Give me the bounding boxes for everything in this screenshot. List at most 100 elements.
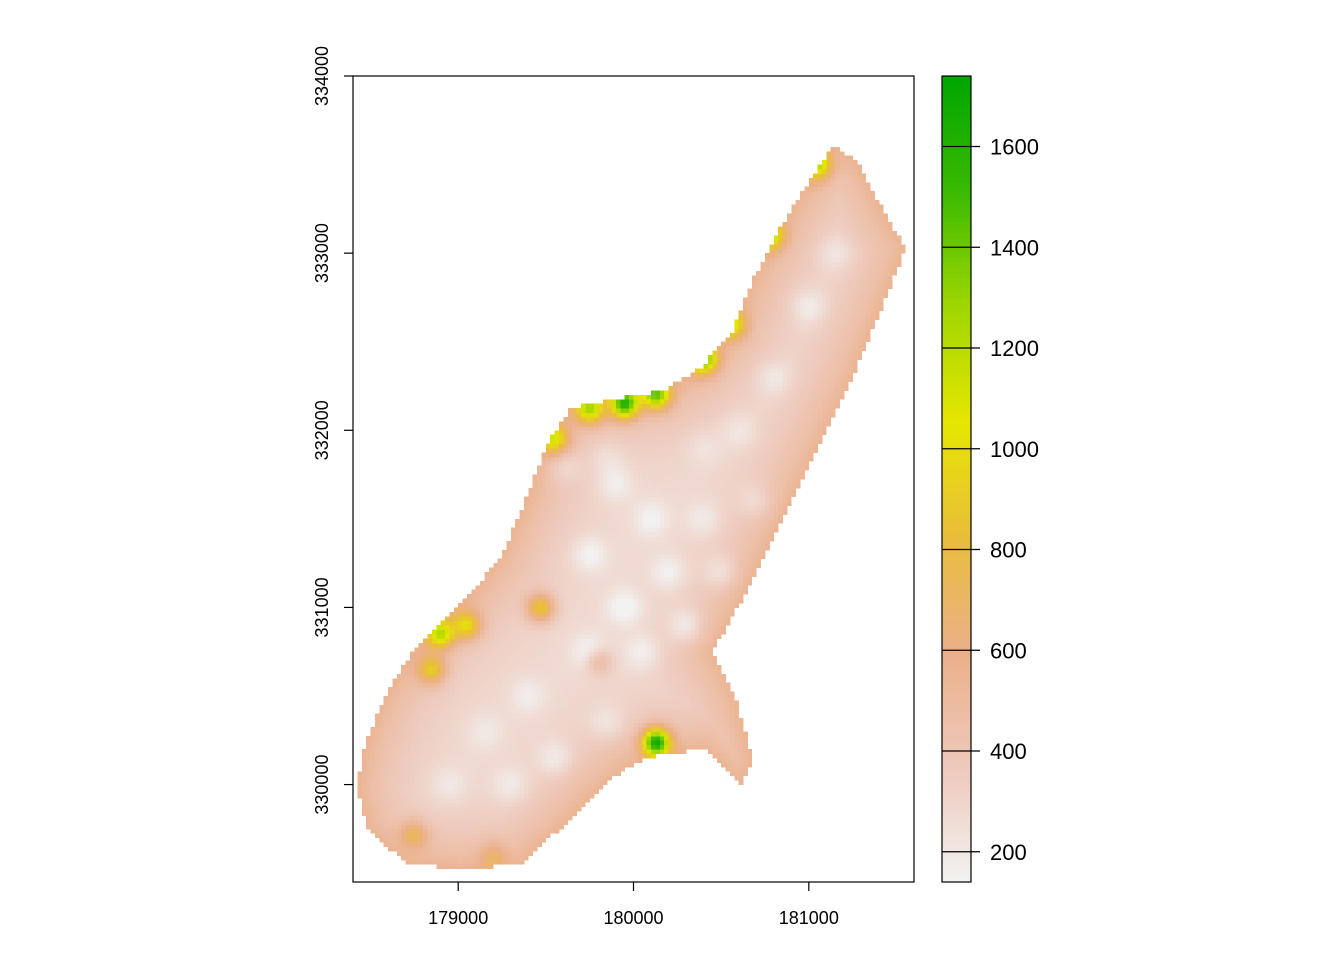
raster-cell	[466, 696, 472, 701]
raster-cell	[541, 523, 547, 529]
raster-cell	[576, 430, 582, 436]
raster-cell	[633, 691, 639, 697]
raster-cell	[624, 585, 630, 591]
raster-cell	[572, 430, 577, 436]
raster-cell	[633, 487, 639, 493]
raster-cell	[629, 452, 634, 458]
raster-cell	[668, 585, 674, 591]
raster-cell	[589, 580, 595, 586]
raster-cell	[624, 700, 630, 706]
raster-cell	[655, 549, 661, 555]
raster-cell	[664, 634, 669, 639]
raster-cell	[528, 492, 534, 498]
raster-cell	[558, 616, 564, 622]
raster-cell	[651, 408, 656, 413]
raster-cell	[523, 842, 529, 847]
raster-cell	[445, 780, 450, 785]
raster-cell	[396, 700, 402, 706]
raster-cell	[440, 682, 446, 688]
raster-cell	[528, 669, 534, 675]
raster-cell	[620, 682, 626, 688]
raster-cell	[423, 700, 428, 706]
raster-cell	[388, 824, 393, 830]
raster-cell	[576, 802, 582, 808]
raster-cell	[506, 589, 512, 595]
raster-cell	[510, 673, 516, 679]
raster-cell	[537, 842, 542, 847]
raster-cell	[615, 501, 621, 506]
raster-cell	[436, 864, 442, 870]
raster-cell	[537, 479, 542, 484]
raster-cell	[602, 496, 608, 502]
raster-cell	[572, 651, 577, 657]
raster-cell	[405, 713, 411, 719]
raster-cell	[523, 828, 529, 834]
raster-cell	[475, 815, 481, 821]
raster-cell	[409, 651, 415, 657]
raster-cell	[554, 625, 560, 630]
raster-cell	[668, 452, 674, 458]
raster-cell	[651, 448, 656, 453]
raster-cell	[659, 417, 665, 422]
raster-cell	[427, 660, 433, 666]
raster-cell	[589, 452, 595, 458]
raster-cell	[374, 824, 380, 830]
raster-cell	[370, 811, 376, 816]
raster-cell	[620, 727, 626, 732]
raster-cell	[541, 802, 547, 808]
raster-cell	[480, 678, 485, 684]
raster-cell	[607, 660, 612, 666]
raster-cell	[637, 673, 643, 679]
raster-cell	[624, 421, 630, 427]
raster-cell	[519, 828, 525, 834]
raster-cell	[585, 678, 591, 684]
raster-cell	[453, 758, 459, 763]
raster-cell	[493, 687, 499, 692]
raster-cell	[598, 554, 604, 560]
raster-cell	[668, 638, 674, 644]
raster-cell	[493, 793, 499, 799]
raster-cell	[445, 727, 450, 732]
raster-cell	[370, 740, 376, 746]
raster-cell	[537, 518, 542, 524]
raster-cell	[637, 607, 643, 613]
raster-cell	[405, 704, 411, 710]
raster-cell	[379, 766, 385, 772]
raster-cell	[615, 700, 621, 706]
raster-cell	[664, 603, 669, 608]
raster-cell	[523, 820, 529, 825]
raster-cell	[624, 616, 630, 622]
raster-cell	[418, 731, 424, 737]
raster-cell	[532, 696, 538, 701]
raster-cell	[396, 824, 402, 830]
raster-cell	[414, 780, 420, 785]
raster-cell	[532, 771, 538, 777]
raster-cell	[502, 616, 507, 622]
raster-cell	[484, 828, 490, 834]
raster-cell	[646, 749, 652, 754]
raster-cell	[480, 771, 485, 777]
raster-cell	[383, 797, 389, 803]
raster-cell	[418, 806, 424, 812]
raster-cell	[629, 425, 634, 431]
raster-cell	[488, 651, 494, 657]
raster-cell	[370, 793, 376, 799]
raster-cell	[502, 563, 507, 568]
raster-cell	[541, 811, 547, 816]
raster-cell	[642, 682, 648, 688]
raster-cell	[379, 837, 385, 843]
raster-cell	[646, 425, 652, 431]
raster-cell	[370, 824, 376, 830]
raster-cell	[532, 634, 538, 639]
raster-cell	[554, 740, 560, 746]
raster-cell	[515, 842, 520, 847]
raster-cell	[629, 696, 634, 701]
raster-cell	[436, 660, 442, 666]
raster-cell	[646, 399, 652, 405]
raster-cell	[611, 465, 617, 471]
raster-cell	[537, 704, 542, 710]
raster-cell	[523, 789, 529, 794]
raster-cell	[598, 749, 604, 754]
raster-cell	[598, 523, 604, 529]
raster-cell	[396, 678, 402, 684]
